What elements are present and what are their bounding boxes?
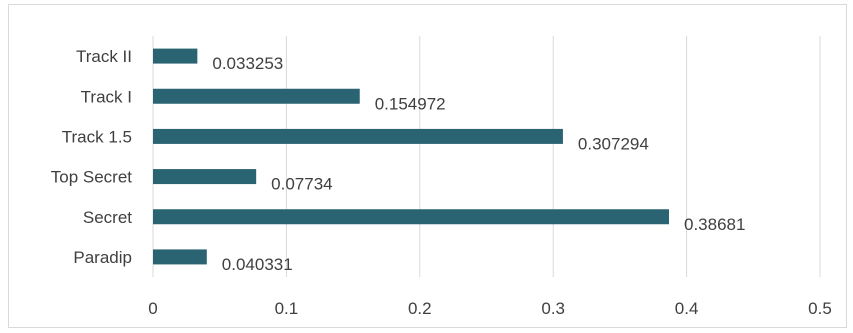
bar-track-1-5 xyxy=(153,128,563,144)
bar-track-i xyxy=(153,88,360,104)
category-label: Secret xyxy=(83,208,132,227)
category-label: Track I xyxy=(81,87,132,106)
bar-paradip xyxy=(153,249,207,265)
x-tick-label: 0.1 xyxy=(275,299,299,318)
data-label: 0.07734 xyxy=(271,175,332,194)
labels: 0 0.1 0.2 0.3 0.4 0.5 Paradip 0.040331 Secret 0.3… xyxy=(51,47,832,318)
bar-secret xyxy=(153,209,670,225)
data-label: 0.154972 xyxy=(375,94,446,113)
data-label: 0.040331 xyxy=(222,255,293,274)
data-label: 0.38681 xyxy=(684,215,745,234)
x-tick-label: 0.3 xyxy=(541,299,565,318)
data-label: 0.033253 xyxy=(212,54,283,73)
x-tick-label: 0.5 xyxy=(808,299,832,318)
bars xyxy=(153,48,670,265)
category-label: Top Secret xyxy=(51,168,133,187)
gridlines xyxy=(152,36,821,277)
chart-frame xyxy=(8,4,847,328)
x-tick-label: 0 xyxy=(148,299,157,318)
category-label: Paradip xyxy=(73,248,132,267)
x-tick-label: 0.4 xyxy=(675,299,699,318)
x-tick-label: 0.2 xyxy=(408,299,432,318)
bar-top-secret xyxy=(153,169,257,185)
category-label: Track II xyxy=(76,47,132,66)
data-label: 0.307294 xyxy=(578,134,649,153)
category-label: Track 1.5 xyxy=(62,127,132,146)
bar-track-ii xyxy=(153,48,198,64)
